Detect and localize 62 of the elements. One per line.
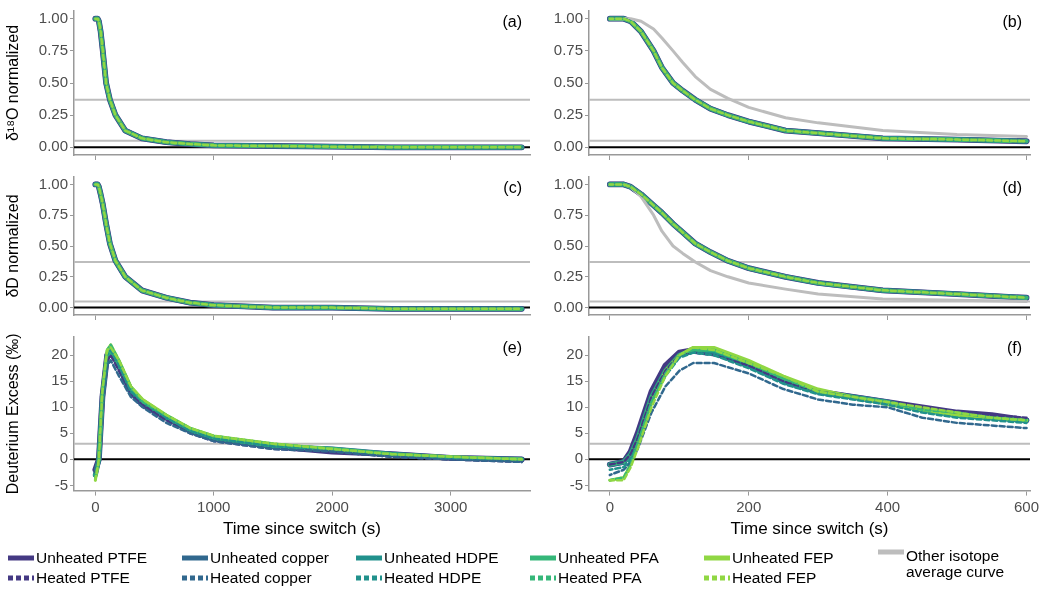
y-tick-label: -5 [569,475,583,493]
x-tick-label: 2000 [315,497,349,515]
legend-label: Unheated PFA [558,549,659,566]
y-tick-label: 1.00 [553,8,583,26]
y-axis-title: δD normalized [4,194,22,298]
y-axis-title: δ¹⁸O normalized [4,24,22,142]
legend-label: Other isotope average curve [906,547,1006,580]
y-tick-label: 0 [574,449,583,467]
y-tick-label: 1.00 [38,8,68,26]
legend-label: Unheated FEP [732,549,834,566]
y-tick-label: 10 [566,397,583,415]
legend-label: Heated copper [210,569,312,586]
y-tick-label: 0.25 [553,105,583,123]
legend-label: Heated PFA [558,569,642,586]
y-tick-label: 10 [51,397,68,415]
y-tick-label: 0.25 [38,105,68,123]
annotation: (d) [1002,179,1022,197]
legend-label: Unheated PTFE [36,549,148,566]
x-tick-label: 400 [875,497,901,515]
y-tick-label: 15 [51,371,68,389]
y-tick-label: 0.75 [38,205,68,223]
legend-label: Heated HDPE [384,569,482,586]
y-tick-label: 0.25 [38,266,68,284]
legend-label: Heated PTFE [36,569,130,586]
y-tick-label: 0.00 [553,137,583,155]
y-tick-label: 5 [59,423,68,441]
y-axis-title: Deuterium Excess (‰) [4,333,22,495]
annotation: (b) [1002,13,1022,31]
y-tick-label: 0.50 [38,73,68,91]
legend-label: Unheated HDPE [384,549,499,566]
x-axis-title: Time since switch (s) [730,519,889,539]
y-tick-label: -5 [54,475,68,493]
x-tick-label: 0 [91,497,100,515]
legend-label: Heated FEP [732,569,817,586]
y-tick-label: 0 [59,449,68,467]
y-tick-label: 20 [566,345,583,363]
y-tick-label: 20 [51,345,68,363]
legend-label: Unheated copper [210,549,329,566]
y-tick-label: 1.00 [38,174,68,192]
y-tick-label: 0.00 [38,297,68,315]
annotation: (c) [503,179,522,197]
y-tick-label: 0.25 [553,266,583,284]
x-tick-label: 3000 [433,497,468,515]
y-tick-label: 5 [574,423,583,441]
y-tick-label: 0.75 [553,41,583,58]
annotation: (f) [1006,339,1022,357]
y-tick-label: 0.00 [553,297,583,315]
y-tick-label: 0.50 [553,73,583,91]
x-axis-title: Time since switch (s) [222,519,382,539]
annotation: (e) [502,339,522,357]
x-tick-label: 1000 [197,497,231,515]
x-tick-label: 0 [605,497,615,515]
y-tick-label: 0.00 [38,137,68,155]
annotation: (a) [502,13,522,31]
x-tick-label: 200 [736,497,762,515]
y-tick-label: 15 [566,371,583,389]
y-tick-label: 0.75 [38,41,68,58]
y-tick-label: 0.50 [38,236,68,254]
y-tick-label: 1.00 [553,174,583,192]
y-tick-label: 0.75 [553,205,583,223]
x-tick-label: 600 [1014,497,1040,515]
y-tick-label: 0.50 [553,236,583,254]
